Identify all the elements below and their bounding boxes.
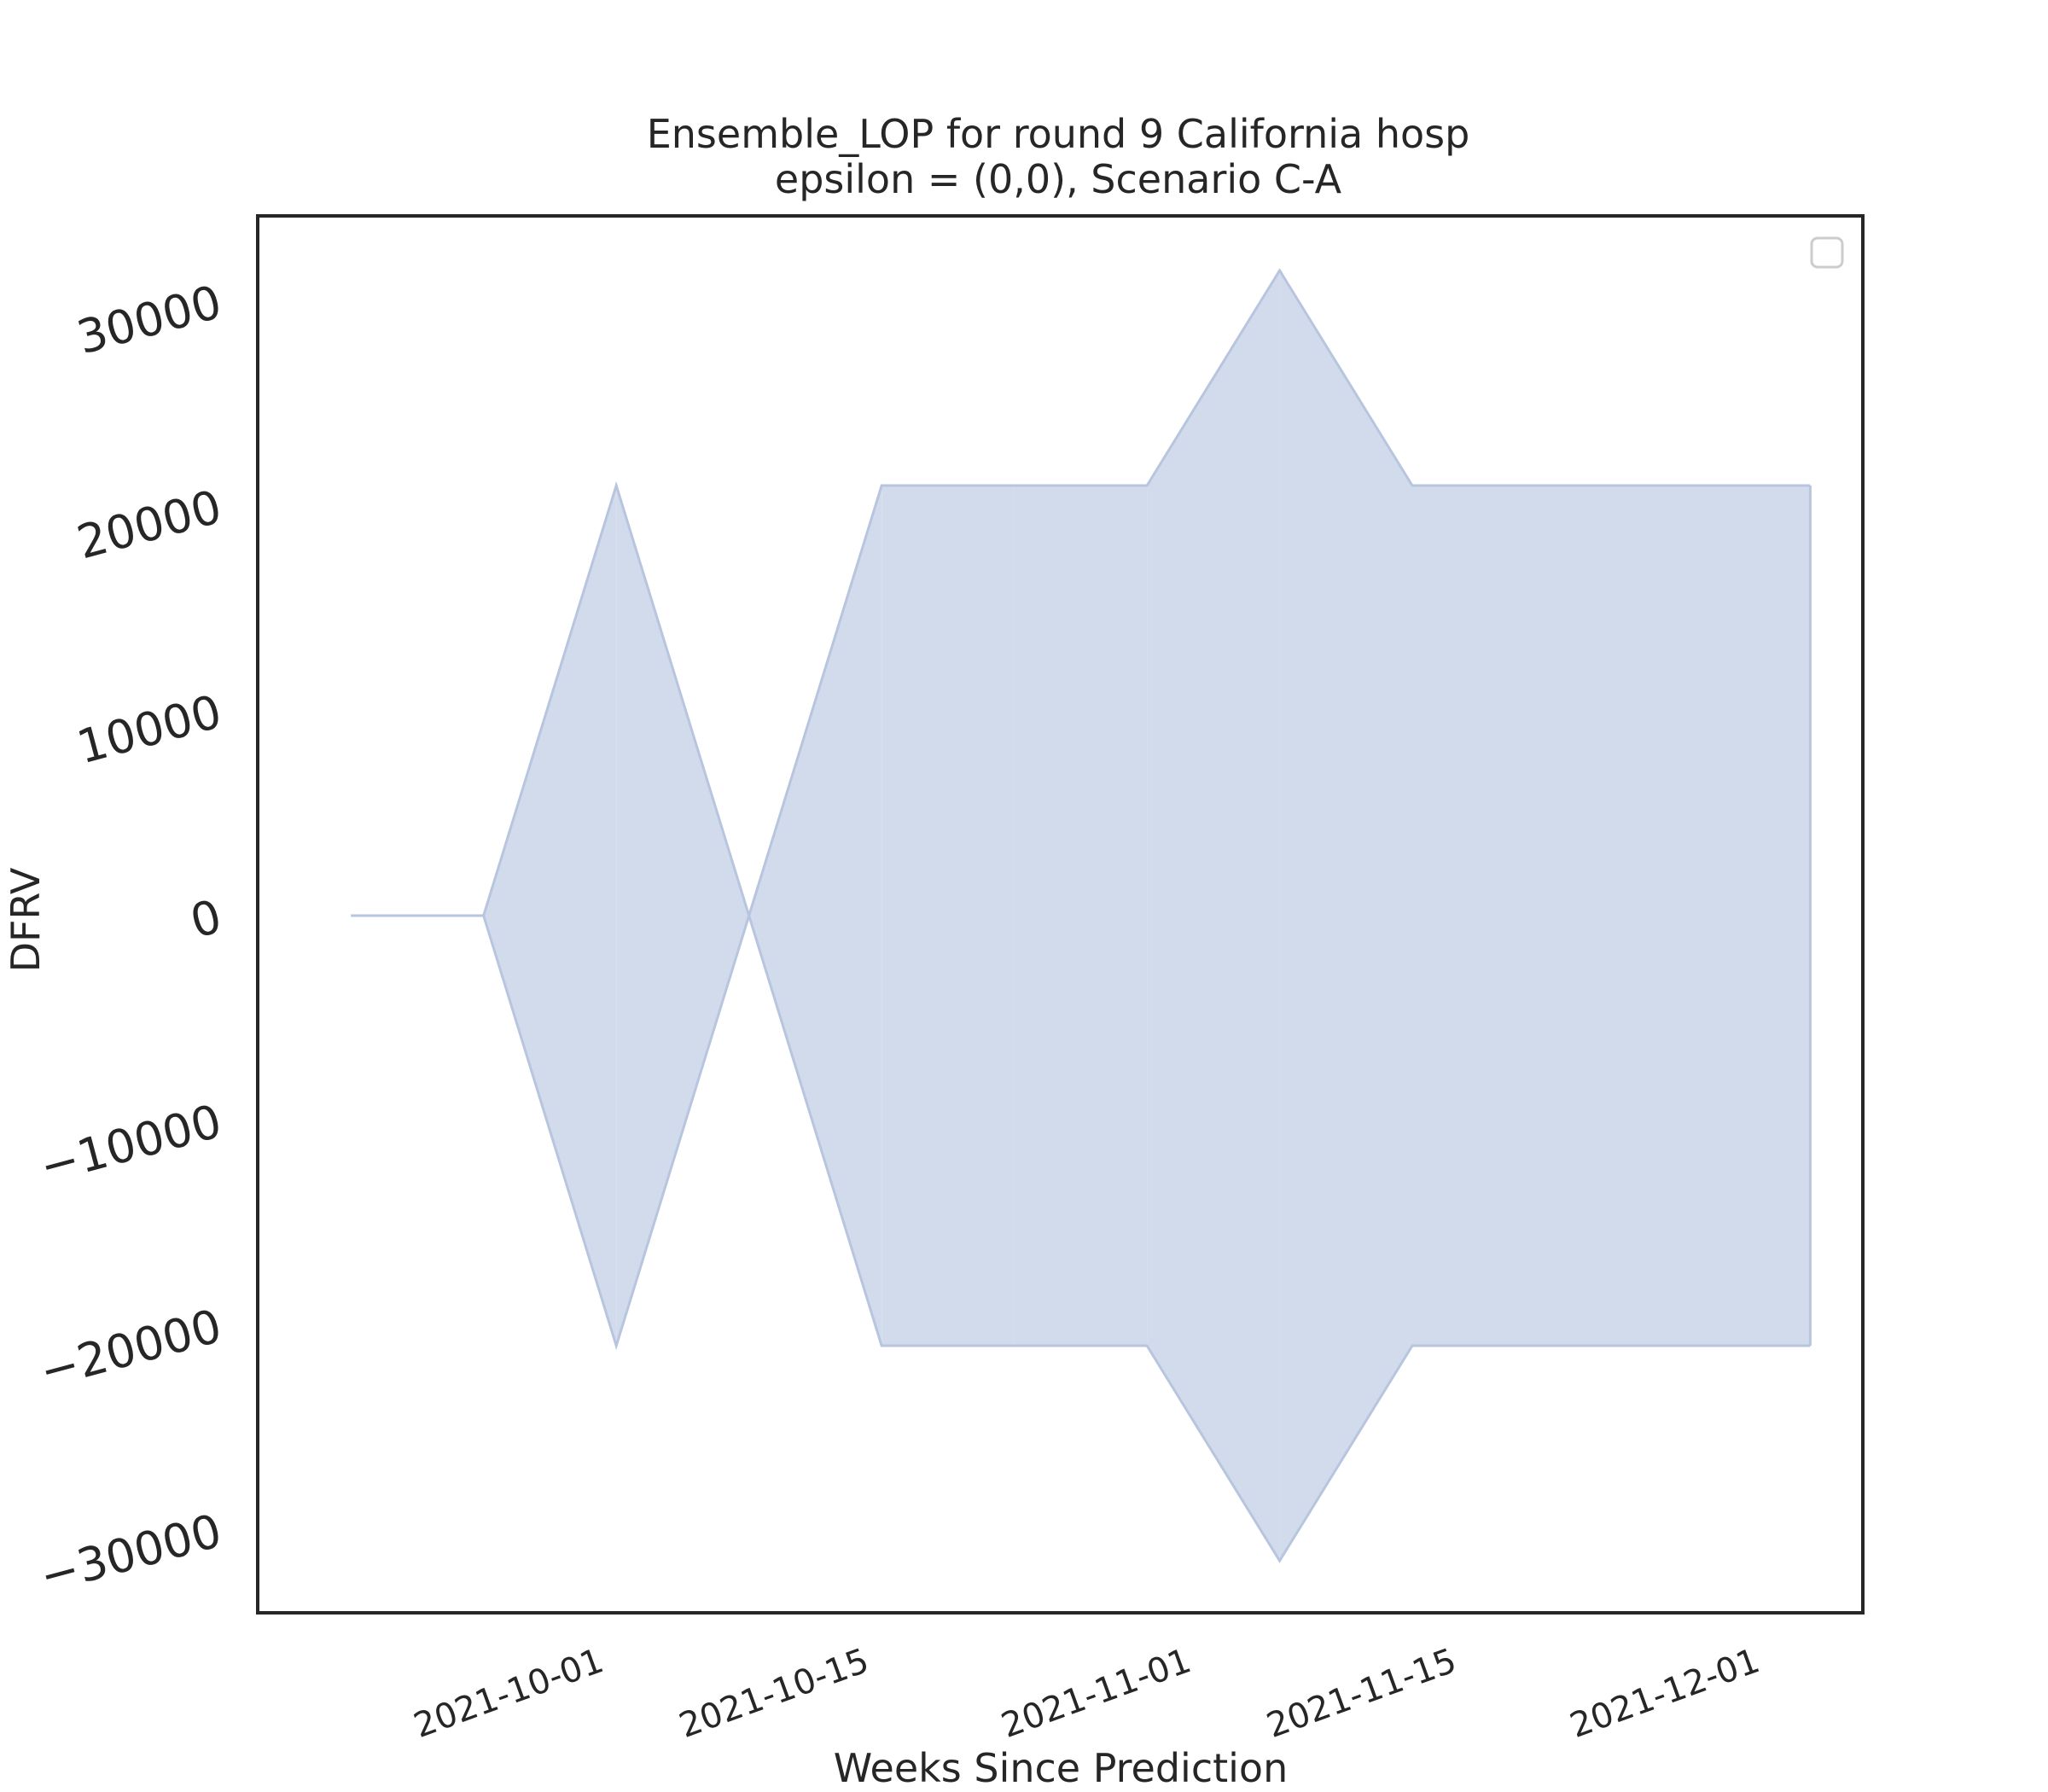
band-segment-2021-10-02 (616, 486, 749, 1346)
chart-title-group: Ensemble_LOP for round 9 California hosp… (647, 111, 1470, 202)
band-segment-2021-10-16 (881, 486, 1015, 1346)
legend-box (1810, 236, 1844, 269)
band-segment-2021-10-23 (1014, 486, 1148, 1346)
band-segment-2021-10-30 (1147, 271, 1280, 1561)
x-axis-label: Weeks Since Prediction (834, 1745, 1288, 1791)
band-segment-2021-09-25 (483, 486, 617, 1346)
y-tick-label: −10000 (34, 1094, 227, 1194)
chart-subtitle: epsilon = (0,0), Scenario C-A (775, 156, 1342, 202)
band-segment-2021-11-13 (1412, 486, 1545, 1346)
band-segment-2021-10-09 (748, 486, 882, 1346)
y-axis-ticks: −30000 −20000 −10000 0 10000 20000 30000 (34, 275, 227, 1603)
y-tick-label: 10000 (72, 684, 227, 774)
y-tick-label: 30000 (72, 275, 227, 364)
y-tick-label: −30000 (34, 1504, 227, 1603)
y-tick-label: −20000 (34, 1299, 227, 1399)
band-segment-2021-11-27 (1678, 486, 1811, 1346)
x-tick-label: 2021-10-15 (674, 1641, 874, 1746)
y-tick-label: 20000 (72, 480, 227, 569)
band-segment-2021-11-20 (1545, 486, 1678, 1346)
x-tick-label: 2021-12-01 (1565, 1641, 1765, 1746)
band-segment-2021-11-06 (1279, 271, 1412, 1561)
chart-title: Ensemble_LOP for round 9 California hosp (647, 111, 1470, 157)
plot-area (351, 268, 1812, 1563)
plot-frame (256, 214, 1865, 1615)
y-tick-label: 0 (185, 889, 227, 949)
band-lower-edge (351, 911, 1811, 1563)
x-tick-label: 2021-11-01 (997, 1641, 1196, 1746)
x-tick-label: 2021-10-01 (409, 1641, 608, 1746)
x-axis-ticks: 2021-10-01 2021-10-15 2021-11-01 2021-11-15… (409, 1641, 1765, 1746)
y-axis-label: DFRV (3, 867, 49, 972)
band-upper-edge (351, 268, 1811, 921)
x-tick-label: 2021-11-15 (1262, 1641, 1462, 1746)
